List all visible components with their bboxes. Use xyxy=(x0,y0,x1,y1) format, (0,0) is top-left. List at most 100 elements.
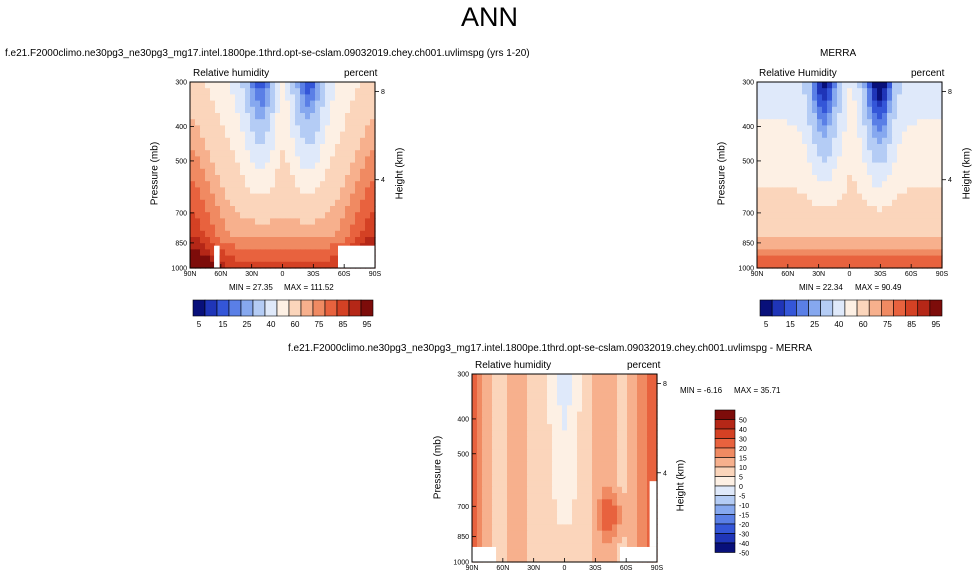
field-cell xyxy=(492,486,498,494)
panel-2-max: MAX = 90.49 xyxy=(855,283,902,292)
field-cell xyxy=(487,380,493,388)
field-cell xyxy=(497,405,503,413)
field-cell xyxy=(872,181,878,188)
field-cell xyxy=(537,449,543,457)
field-cell xyxy=(762,137,768,145)
field-cell xyxy=(627,386,633,394)
field-cell xyxy=(922,237,928,244)
field-cell xyxy=(270,224,276,232)
field-cell xyxy=(295,100,301,108)
field-cell xyxy=(872,224,878,232)
field-cell xyxy=(867,88,873,95)
field-cell xyxy=(345,218,351,226)
field-cell xyxy=(502,430,508,438)
field-cell xyxy=(260,168,266,176)
field-cell xyxy=(937,150,943,157)
field-cell xyxy=(285,131,291,139)
field-cell xyxy=(862,249,868,257)
field-cell xyxy=(532,555,538,563)
field-cell xyxy=(255,100,261,108)
field-cell xyxy=(932,255,938,263)
field-cell xyxy=(822,137,828,145)
field-cell xyxy=(350,187,356,195)
colorbar-box xyxy=(714,542,736,553)
field-cell xyxy=(325,237,331,244)
field-cell xyxy=(787,206,793,213)
field-cell xyxy=(497,518,503,525)
field-cell xyxy=(787,113,793,120)
field-cell xyxy=(517,549,523,557)
field-cell xyxy=(797,113,803,120)
field-cell xyxy=(772,168,778,176)
field-cell xyxy=(897,131,903,139)
field-cell xyxy=(852,243,858,250)
field-cell xyxy=(190,199,196,207)
field-cell xyxy=(887,168,893,176)
field-cell xyxy=(240,187,246,195)
field-cell xyxy=(240,206,246,213)
field-cell xyxy=(762,255,768,263)
field-cell xyxy=(837,243,843,250)
field-cell xyxy=(877,224,883,232)
field-cell xyxy=(482,436,488,444)
field-cell xyxy=(767,249,773,257)
field-cell xyxy=(315,224,321,232)
field-cell xyxy=(912,150,918,157)
field-cell xyxy=(867,218,873,226)
x-tick-label: 60S xyxy=(620,565,633,572)
field-cell xyxy=(782,206,788,213)
field-cell xyxy=(497,424,503,431)
field-cell xyxy=(205,131,211,139)
field-cell xyxy=(842,249,848,257)
field-cell xyxy=(907,181,913,188)
field-cell xyxy=(922,131,928,139)
field-cell xyxy=(832,168,838,176)
field-cell xyxy=(607,461,613,469)
field-cell xyxy=(897,100,903,108)
field-cell xyxy=(822,237,828,244)
field-cell xyxy=(190,224,196,232)
field-cell xyxy=(220,106,226,114)
field-cell xyxy=(230,125,236,133)
field-cell xyxy=(562,499,568,507)
field-cell xyxy=(797,162,803,170)
field-cell xyxy=(867,230,873,238)
field-cell xyxy=(335,119,341,126)
field-cell xyxy=(642,474,648,482)
field-cell xyxy=(927,237,933,244)
field-cell xyxy=(290,199,296,207)
field-cell xyxy=(290,156,296,164)
field-cell xyxy=(190,162,196,170)
field-cell xyxy=(857,181,863,188)
field-cell xyxy=(882,88,888,95)
field-cell xyxy=(847,94,853,102)
field-cell xyxy=(532,399,538,406)
panel-1-title: f.e21.F2000climo.ne30pg3_ne30pg3_mg17.in… xyxy=(5,48,530,59)
field-cell xyxy=(482,424,488,431)
field-cell xyxy=(627,392,633,400)
field-cell xyxy=(542,411,548,419)
field-cell xyxy=(867,144,873,151)
field-cell xyxy=(912,94,918,102)
field-cell xyxy=(582,380,588,388)
field-cell xyxy=(782,230,788,238)
field-cell xyxy=(577,449,583,457)
field-cell xyxy=(477,417,483,425)
field-cell xyxy=(792,193,798,201)
field-cell xyxy=(582,449,588,457)
field-cell xyxy=(767,137,773,145)
field-cell xyxy=(195,131,201,139)
field-cell xyxy=(577,468,583,475)
field-cell xyxy=(932,181,938,188)
field-cell xyxy=(320,131,326,139)
field-cell xyxy=(652,411,658,419)
field-cell xyxy=(577,536,583,544)
field-cell xyxy=(542,493,548,500)
field-cell xyxy=(295,199,301,207)
field-cell xyxy=(557,449,563,457)
field-cell xyxy=(762,237,768,244)
field-cell xyxy=(642,530,648,538)
field-cell xyxy=(295,125,301,133)
field-cell xyxy=(562,449,568,457)
field-cell xyxy=(897,175,903,182)
